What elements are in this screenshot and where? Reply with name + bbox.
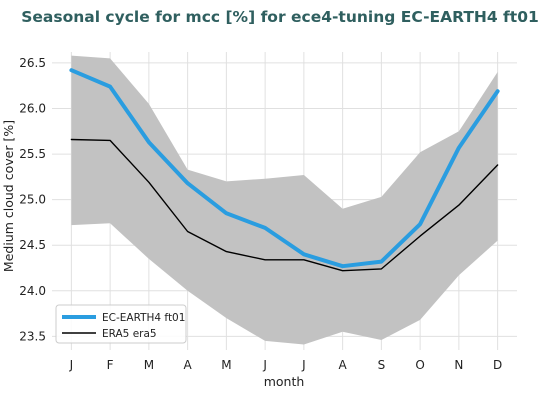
- x-tick-label: M: [221, 358, 231, 372]
- x-tick-label: S: [378, 358, 386, 372]
- x-tick-label: J: [301, 358, 306, 372]
- x-tick-label: N: [454, 358, 463, 372]
- x-tick-label: A: [339, 358, 348, 372]
- legend-label-ec-earth4: EC-EARTH4 ft01: [102, 312, 185, 324]
- x-tick-label: M: [144, 358, 154, 372]
- x-tick-label: O: [415, 358, 424, 372]
- series-line-era5: [70, 138, 499, 272]
- y-tick-label: 24.0: [19, 284, 46, 298]
- legend: EC-EARTH4 ft01 ERA5 era5: [55, 304, 187, 344]
- x-tick-label: J: [262, 358, 267, 372]
- spread-band: [71, 55, 498, 345]
- y-tick-label: 26.5: [19, 56, 46, 70]
- y-tick-label: 25.5: [19, 147, 46, 161]
- y-tick-labels: 23.5 24.0 24.5 25.0 25.5 26.0 26.5: [19, 56, 46, 343]
- x-tick-label: F: [107, 358, 114, 372]
- x-tick-label: A: [184, 358, 193, 372]
- series-line-ec-earth4: [69, 68, 500, 269]
- x-axis-label: month: [264, 374, 305, 389]
- y-tick-label: 23.5: [19, 329, 46, 343]
- series-lines: [69, 68, 500, 272]
- y-axis-label: Medium cloud cover [%]: [1, 120, 16, 272]
- x-tick-label: J: [69, 358, 74, 372]
- x-tick-label: D: [493, 358, 502, 372]
- legend-label-era5: ERA5 era5: [102, 328, 157, 340]
- y-tick-label: 26.0: [19, 102, 46, 116]
- y-tick-label: 25.0: [19, 193, 46, 207]
- y-tick-label: 24.5: [19, 238, 46, 252]
- chart-title: Seasonal cycle for mcc [%] for ece4-tuni…: [21, 8, 539, 26]
